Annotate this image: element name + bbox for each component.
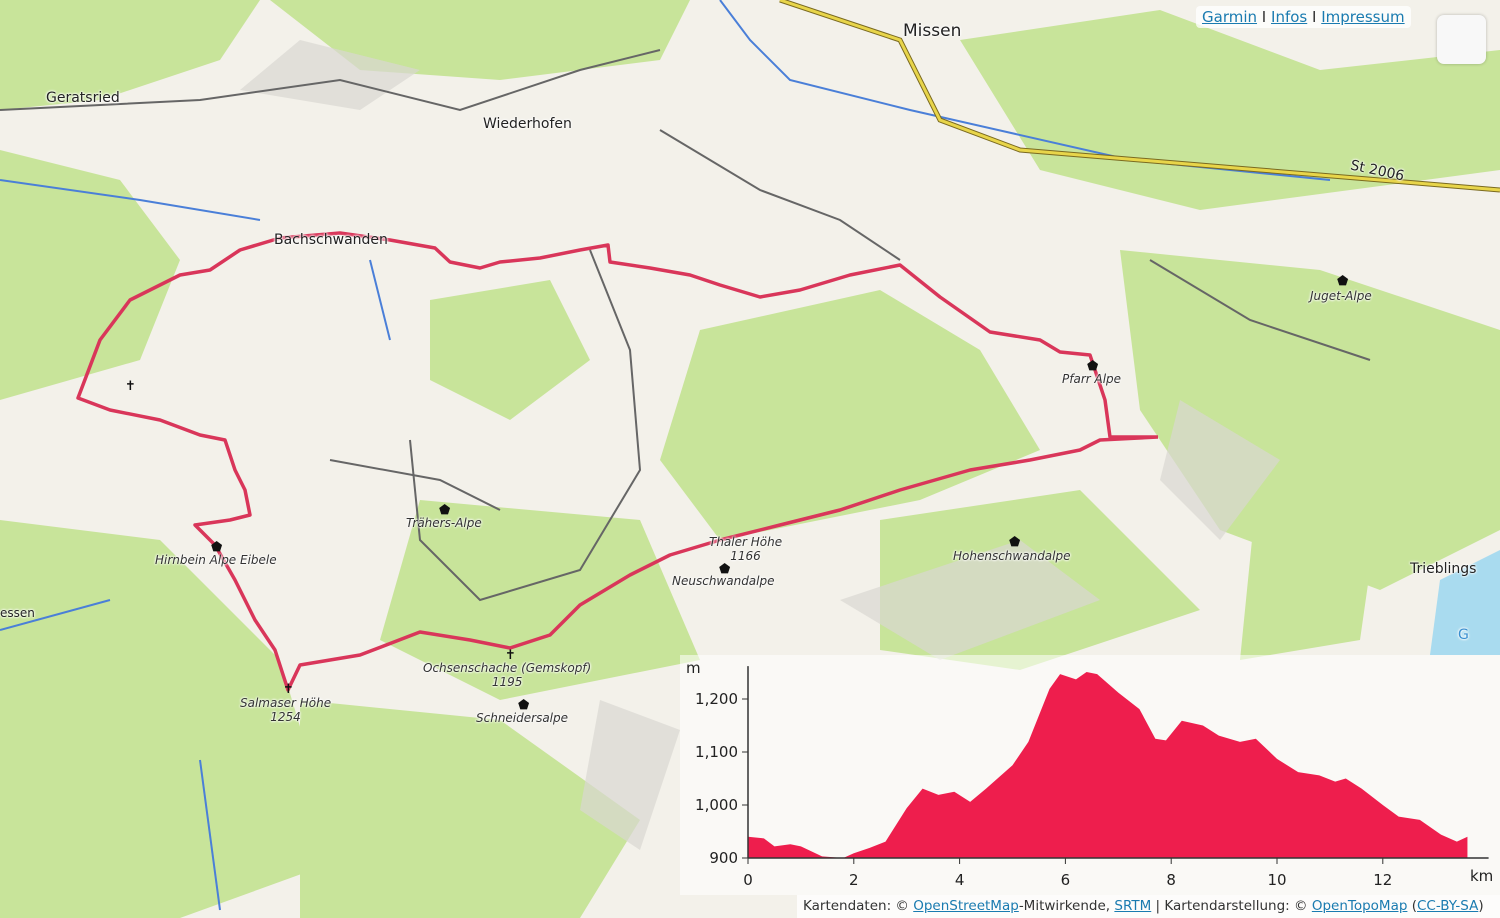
map-symbols: ✝ ✝ ✝ ⬟ ⬟ ⬟ ⬟ ⬟ ⬟ ⬟ [125,274,1349,713]
label-salmaser-hoehe: Salmaser Höhe 1254 [240,696,331,724]
name: Thaler Höhe [709,535,783,549]
opentopomap-link[interactable]: OpenTopoMap [1311,898,1408,914]
alpine-hut-icon: ⬟ [211,540,223,555]
alpine-hut-icon: ⬟ [518,698,530,713]
x-tick-label: 8 [1166,871,1176,889]
x-tick-label: 0 [743,871,753,889]
label-pfarr-alpe: Pfarr Alpe [1062,372,1122,386]
summit-cross-icon: ✝ [283,682,294,697]
alpine-hut-icon: ⬟ [1009,535,1021,550]
elevation-area [748,671,1468,858]
elevation: 1254 [270,710,301,724]
impressum-link[interactable]: Impressum [1321,8,1405,26]
separator: I [1261,8,1267,26]
name: Salmaser Höhe [240,696,332,710]
label-schneidersalpe: Schneidersalpe [476,711,569,725]
separator: I [1312,8,1317,26]
attr-prefix: Kartendaten: © [803,898,914,914]
label-thaler-hoehe: Thaler Höhe 1166 [709,535,782,563]
summit-cross-icon: ✝ [125,379,136,394]
roads [0,49,1371,602]
name: Ochsenschache (Gemskopf) [423,661,592,675]
elevation: 1195 [491,675,523,689]
label-bachschwanden: Bachschwanden [274,232,388,248]
y-tick-label: 1,200 [695,690,738,708]
x-tick-label: 4 [955,871,965,889]
alpine-hut-icon: ⬟ [1087,359,1099,374]
x-tick-label: 12 [1373,871,1392,889]
layers-button-icon[interactable] [1437,15,1486,64]
gps-track-route[interactable] [76,231,1159,692]
label-hirnbein-alpe: Hirnbein Alpe Eibele [155,553,277,567]
label-ochsenschache: Ochsenschache (Gemskopf) 1195 [423,661,591,689]
label-juget-alpe: Juget-Alpe [1310,289,1372,303]
lake [1430,550,1500,655]
attr-text: -Mitwirkende, [1018,898,1115,914]
license-link[interactable]: CC-BY-SA [1416,898,1479,914]
label-hohenschwandalpe: Hohenschwandalpe [953,549,1071,563]
label-trieblings: Trieblings [1410,561,1477,577]
infos-link[interactable]: Infos [1271,8,1308,26]
label-missen: Missen [903,21,962,41]
openstreetmap-link[interactable]: OpenStreetMap [913,898,1019,914]
summit-cross-icon: ✝ [505,648,516,663]
x-axis-unit: km [1470,867,1493,885]
garmin-link[interactable]: Garmin [1202,8,1258,26]
elevation-profile: 0 2 4 6 8 10 12 900 1,000 1,100 1,200 m km [680,655,1500,895]
label-traehers-alpe: Trähers-Alpe [406,516,482,530]
attribution: Kartendaten: © OpenStreetMap-Mitwirkende… [797,895,1500,918]
y-tick-label: 900 [709,849,738,867]
x-tick-label: 10 [1267,871,1286,889]
label-neuschwandalpe: Neuschwandalpe [672,574,775,588]
attr-text: | Kartendarstellung: © [1151,898,1312,914]
attr-text: ) [1478,898,1484,914]
srtm-link[interactable]: SRTM [1114,898,1152,914]
header-links: Garmin I Infos I Impressum [1196,6,1411,28]
x-tick-label: 6 [1061,871,1071,889]
label-lake: G [1458,627,1469,643]
y-tick-label: 1,100 [695,743,738,761]
alpine-hut-icon: ⬟ [1337,274,1349,289]
y-axis-unit: m [686,659,701,677]
elevation: 1166 [730,549,761,563]
label-essen: essen [0,606,35,620]
label-geratsried: Geratsried [46,90,120,106]
hillshade [240,40,1280,850]
label-wiederhofen: Wiederhofen [483,116,572,132]
x-tick-label: 2 [849,871,859,889]
alpine-hut-icon: ⬟ [719,562,731,577]
alpine-hut-icon: ⬟ [439,503,451,518]
elevation-chart: 0 2 4 6 8 10 12 900 1,000 1,100 1,200 m km [686,659,1493,889]
attr-text: ( [1407,898,1417,914]
y-tick-label: 1,000 [695,796,738,814]
